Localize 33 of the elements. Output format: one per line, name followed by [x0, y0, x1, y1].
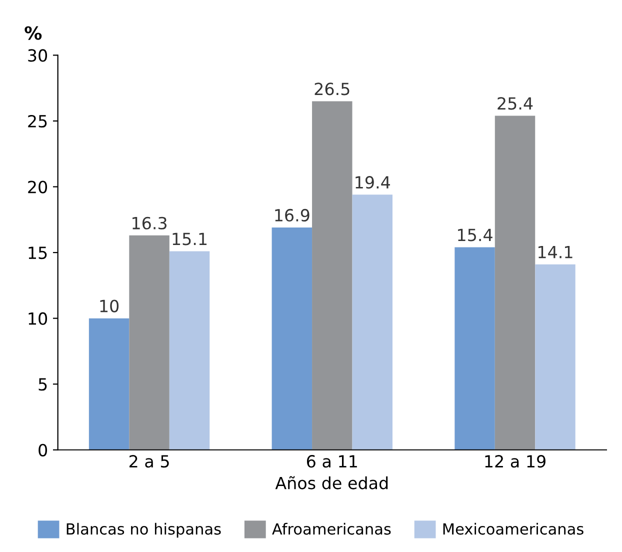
bar — [272, 228, 312, 450]
data-label: 14.1 — [538, 246, 572, 258]
bar — [88, 318, 130, 450]
bar — [129, 235, 170, 450]
bar — [535, 264, 576, 450]
x-axis-title: Años de edad — [275, 476, 388, 490]
y-tick-label: 5 — [38, 378, 47, 391]
bar — [169, 251, 210, 450]
data-label: 16.9 — [275, 208, 310, 222]
y-axis-title: % — [24, 26, 42, 40]
data-label: 25.4 — [498, 97, 533, 110]
y-tick-label: 15 — [28, 246, 47, 260]
data-label: 15.4 — [458, 228, 492, 242]
bar — [352, 194, 392, 450]
legend-label: Afroamericanas — [272, 522, 391, 535]
data-label: 10 — [100, 300, 119, 312]
data-label: 15.1 — [172, 232, 207, 246]
data-label: 16.3 — [132, 216, 166, 230]
data-label: 19.4 — [356, 176, 390, 189]
legend-label: Mexicoamericanas — [443, 522, 584, 535]
bar — [454, 247, 495, 450]
y-tick-label: 30 — [28, 49, 48, 62]
y-tick-label: 25 — [28, 114, 47, 128]
bar — [494, 116, 536, 450]
y-tick-label: 0 — [38, 444, 48, 456]
bar — [312, 101, 352, 450]
x-tick-label: 2 a 5 — [129, 455, 169, 468]
x-tick-label: 12 a 19 — [485, 455, 546, 468]
y-tick-label: 20 — [28, 180, 48, 194]
legend-label: Blancas no hispanas — [66, 522, 221, 538]
data-label: 26.5 — [314, 82, 350, 96]
y-tick-label: 10 — [28, 312, 48, 325]
x-tick-label: 6 a 11 — [307, 455, 357, 468]
